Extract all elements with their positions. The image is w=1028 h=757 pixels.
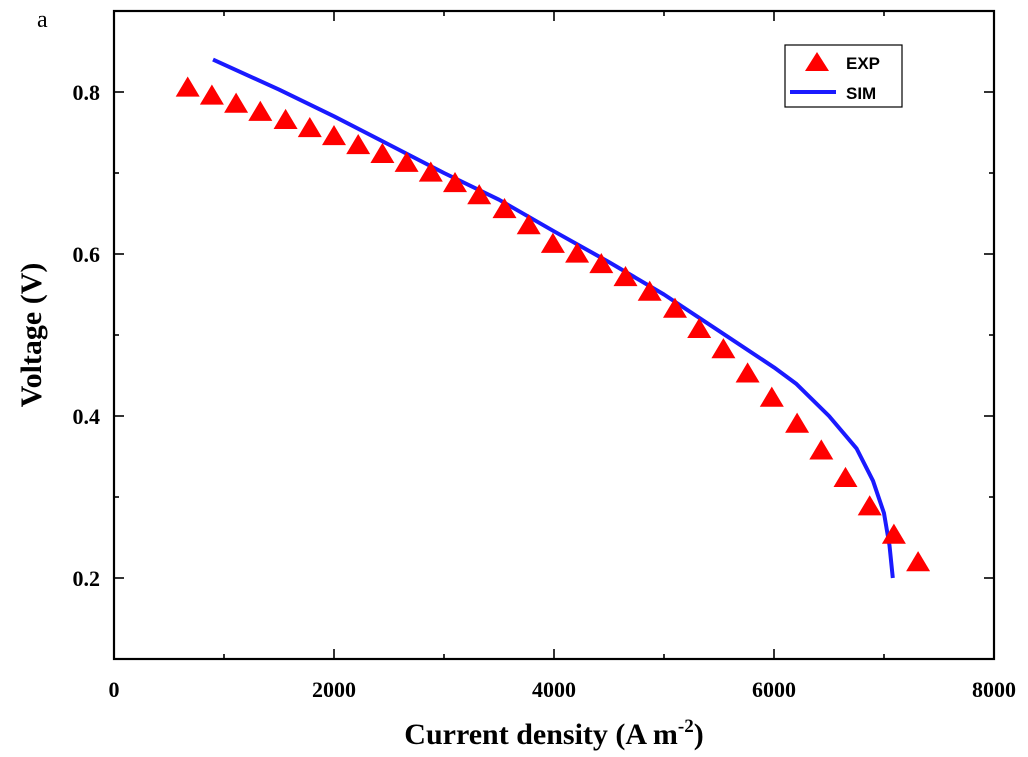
legend-sim-label: SIM xyxy=(846,84,876,103)
exp-point xyxy=(418,161,443,182)
exp-point xyxy=(735,362,760,383)
y-axis-title: Voltage (V) xyxy=(15,263,48,408)
exp-point xyxy=(759,386,784,407)
legend-exp-marker xyxy=(805,52,829,71)
x-tick-label: 2000 xyxy=(312,677,356,702)
legend-box xyxy=(784,44,903,108)
exp-point xyxy=(565,242,590,263)
legend: EXP SIM xyxy=(784,44,903,108)
exp-point xyxy=(199,84,224,105)
exp-point xyxy=(394,151,419,172)
exp-point xyxy=(248,100,273,121)
exp-point xyxy=(492,197,517,219)
y-tick-label: 0.8 xyxy=(73,80,101,105)
exp-point xyxy=(785,412,810,433)
plot-frame xyxy=(112,9,996,661)
y-tick-label: 0.6 xyxy=(73,242,101,267)
exp-point xyxy=(370,142,395,163)
exp-point xyxy=(224,92,249,113)
x-axis-title: Current density (A m-2) xyxy=(404,716,703,751)
exp-point xyxy=(687,317,712,338)
x-tick-label: 0 xyxy=(109,677,120,702)
x-tick-label: 4000 xyxy=(532,677,576,702)
x-tick-label: 6000 xyxy=(752,677,796,702)
exp-point xyxy=(637,280,662,301)
x-axis-title-superscript: -2 xyxy=(678,716,694,737)
exp-point xyxy=(273,108,298,129)
exp-point xyxy=(297,116,322,138)
exp-point xyxy=(906,551,931,572)
exp-point xyxy=(540,232,565,253)
exp-point xyxy=(857,495,882,516)
exp-point xyxy=(322,125,346,146)
x-tick-label: 8000 xyxy=(972,677,1016,702)
exp-point xyxy=(589,253,614,274)
y-tick-label: 0.4 xyxy=(73,404,101,429)
exp-point xyxy=(516,214,541,235)
sim-series xyxy=(212,57,895,579)
panel-label: a xyxy=(37,7,48,33)
exp-point xyxy=(175,76,200,97)
exp-point xyxy=(346,133,371,155)
x-axis-ticks: 0 2000 4000 6000 8000 xyxy=(109,11,1016,702)
exp-point xyxy=(711,338,736,359)
exp-point xyxy=(613,265,638,287)
exp-point xyxy=(833,466,858,487)
x-axis-title-end: ) xyxy=(694,718,704,751)
x-axis-title-main: Current density (A m xyxy=(404,718,678,751)
exp-point xyxy=(443,172,467,193)
y-axis-ticks: 0.2 0.4 0.6 0.8 xyxy=(73,10,994,660)
exp-point xyxy=(663,297,687,318)
exp-point xyxy=(881,523,906,544)
exp-point xyxy=(809,439,834,460)
sim-line xyxy=(212,57,895,579)
legend-exp-label: EXP xyxy=(846,54,880,73)
exp-series xyxy=(175,76,931,572)
y-tick-label: 0.2 xyxy=(73,566,101,591)
exp-point xyxy=(467,184,492,205)
